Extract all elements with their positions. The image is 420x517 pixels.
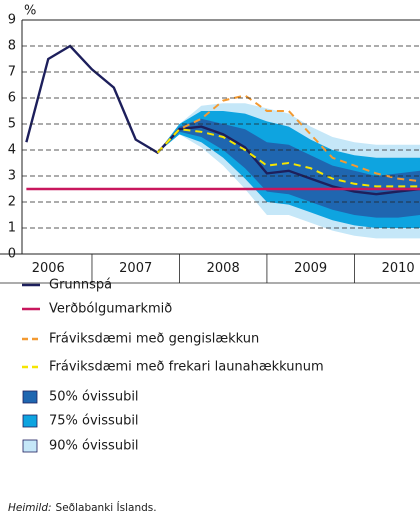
legend-label: 75% óvissubil — [49, 414, 139, 429]
y-tick-label: 5 — [8, 117, 16, 132]
y-tick-label: 7 — [8, 65, 16, 80]
y-tick-label: 1 — [8, 221, 16, 236]
source-text: Seðlabanki Íslands. — [56, 501, 157, 514]
source-label: Heimild: — [8, 502, 52, 514]
legend-swatch — [22, 439, 38, 453]
y-tick-label: 4 — [8, 143, 16, 158]
line-series — [156, 94, 420, 183]
legend-swatch — [22, 414, 38, 428]
legend-label: 90% óvissubil — [49, 439, 139, 454]
legend-label: Verðbólgumarkmið — [49, 302, 172, 317]
band — [157, 118, 420, 218]
legend-swatch — [22, 390, 38, 404]
y-tick-label: 8 — [8, 39, 16, 54]
x-tick-label: 2006 — [32, 261, 65, 276]
y-tick-label: 3 — [8, 169, 16, 184]
x-tick-label: 2007 — [119, 261, 152, 276]
plot-area — [25, 44, 420, 239]
x-tick-label: 2008 — [207, 261, 240, 276]
y-tick-label: 2 — [8, 195, 16, 210]
y-tick-label: 6 — [8, 91, 16, 106]
x-tick-label: 2009 — [294, 261, 327, 276]
x-tick-label: 2010 — [382, 261, 415, 276]
y-tick-label: 9 — [8, 13, 16, 28]
line-series — [25, 44, 420, 196]
legend: Grunnspá Verðbólgumarkmið Fráviksdæmi með … — [22, 278, 324, 454]
y-unit: % — [24, 4, 36, 19]
legend-label: Fráviksdæmi með frekari launahækkunum — [49, 360, 324, 375]
legend-label: Fráviksdæmi með gengislækkun — [49, 332, 259, 347]
source: Heimild: Seðlabanki Íslands. — [8, 501, 157, 514]
line-series — [156, 128, 420, 188]
legend-label: 50% óvissubil — [49, 390, 139, 405]
legend-label: Grunnspá — [49, 278, 112, 293]
